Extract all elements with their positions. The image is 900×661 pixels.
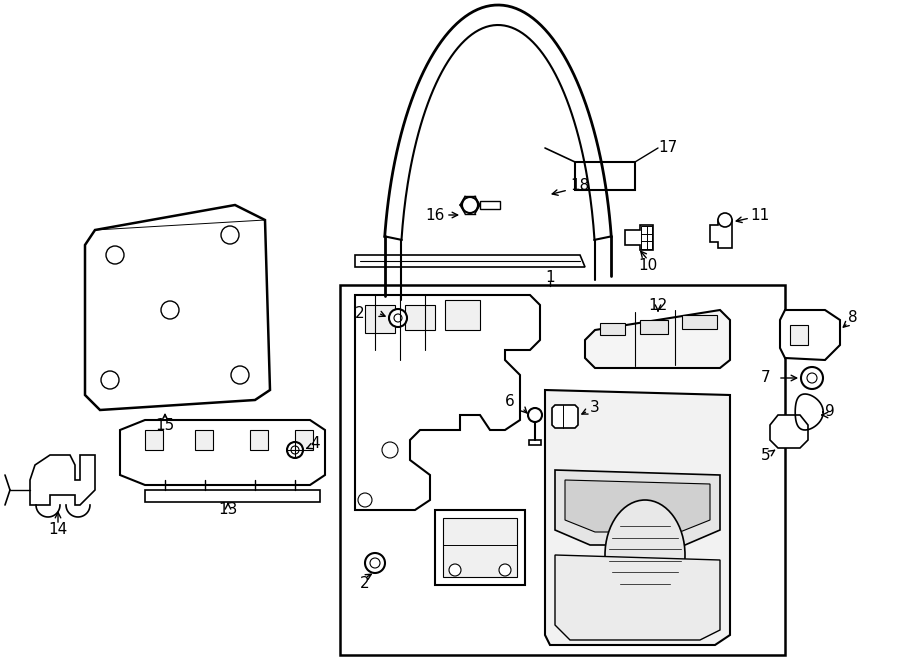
Circle shape xyxy=(394,314,402,322)
Text: 11: 11 xyxy=(750,208,770,223)
Circle shape xyxy=(389,309,407,327)
Text: 18: 18 xyxy=(570,178,590,192)
Circle shape xyxy=(106,246,124,264)
Text: 15: 15 xyxy=(156,418,175,432)
Bar xyxy=(145,430,163,450)
Polygon shape xyxy=(545,390,730,645)
Polygon shape xyxy=(355,295,540,510)
Text: 2: 2 xyxy=(360,576,370,590)
Polygon shape xyxy=(552,405,578,428)
Bar xyxy=(445,300,480,330)
Bar xyxy=(365,305,395,333)
Bar xyxy=(640,320,668,334)
Circle shape xyxy=(291,446,299,454)
Text: 3: 3 xyxy=(590,401,599,416)
Circle shape xyxy=(231,366,249,384)
Circle shape xyxy=(462,197,478,213)
Bar xyxy=(682,315,717,329)
Text: 9: 9 xyxy=(825,405,835,420)
Circle shape xyxy=(382,442,398,458)
Circle shape xyxy=(370,558,380,568)
Circle shape xyxy=(200,472,210,482)
Circle shape xyxy=(221,226,239,244)
Bar xyxy=(405,305,435,330)
Circle shape xyxy=(801,367,823,389)
Text: 1: 1 xyxy=(545,270,554,286)
Polygon shape xyxy=(355,255,585,267)
Bar xyxy=(641,226,652,249)
Circle shape xyxy=(101,371,119,389)
Text: 8: 8 xyxy=(848,311,858,325)
Text: 5: 5 xyxy=(760,447,770,463)
Text: 17: 17 xyxy=(658,141,677,155)
Bar xyxy=(600,323,625,335)
Circle shape xyxy=(499,564,511,576)
Ellipse shape xyxy=(605,500,685,610)
Bar xyxy=(195,430,213,450)
Polygon shape xyxy=(710,220,732,248)
Polygon shape xyxy=(145,490,320,502)
Circle shape xyxy=(290,472,300,482)
Text: 12: 12 xyxy=(648,297,668,313)
Circle shape xyxy=(528,408,542,422)
Bar xyxy=(340,285,785,655)
Text: 13: 13 xyxy=(219,502,238,518)
Circle shape xyxy=(449,564,461,576)
Text: 4: 4 xyxy=(310,436,320,451)
Circle shape xyxy=(358,493,372,507)
Polygon shape xyxy=(555,555,720,640)
Bar xyxy=(529,440,541,445)
Polygon shape xyxy=(770,415,808,448)
Circle shape xyxy=(160,472,170,482)
Bar xyxy=(443,518,517,577)
Circle shape xyxy=(161,301,179,319)
Polygon shape xyxy=(585,310,730,368)
Circle shape xyxy=(718,213,732,227)
Circle shape xyxy=(250,472,260,482)
Bar xyxy=(250,430,268,450)
Bar xyxy=(790,325,808,345)
Circle shape xyxy=(807,373,817,383)
Bar xyxy=(575,162,635,190)
Bar xyxy=(435,510,525,585)
Polygon shape xyxy=(120,420,325,485)
Bar xyxy=(295,430,313,450)
Circle shape xyxy=(287,442,303,458)
Text: 7: 7 xyxy=(760,371,770,385)
Text: 2: 2 xyxy=(356,305,365,321)
Circle shape xyxy=(365,553,385,573)
Text: 10: 10 xyxy=(638,258,658,272)
Polygon shape xyxy=(565,480,710,532)
Polygon shape xyxy=(625,225,653,250)
Polygon shape xyxy=(780,310,840,360)
Text: 14: 14 xyxy=(49,522,68,537)
Bar xyxy=(480,201,500,209)
Text: 16: 16 xyxy=(426,208,445,223)
Polygon shape xyxy=(85,205,270,410)
Polygon shape xyxy=(555,470,720,545)
Text: 6: 6 xyxy=(505,395,515,410)
Polygon shape xyxy=(796,394,824,430)
Polygon shape xyxy=(30,455,95,505)
